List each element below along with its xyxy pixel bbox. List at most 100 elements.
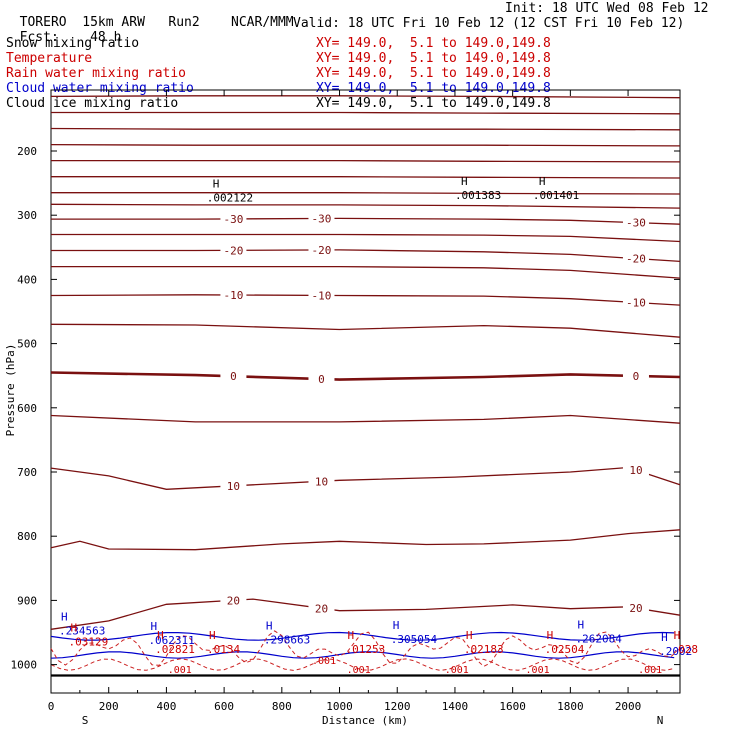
temperature-contour bbox=[50, 414, 681, 424]
cloud-water-max-label: .062311 bbox=[148, 634, 194, 647]
field-name-temperature: Temperature bbox=[6, 51, 93, 66]
forecast-line: Fcst: 48 h bbox=[4, 17, 122, 45]
temperature-contour bbox=[50, 371, 681, 381]
rain-max-marker: H bbox=[71, 621, 78, 634]
cloud-water-max-marker: H bbox=[61, 611, 68, 624]
cloud-water-max-marker: H bbox=[577, 618, 584, 631]
y-tick-label: 200 bbox=[17, 145, 37, 158]
contour-label: 10 bbox=[315, 475, 328, 488]
contour-label: 0 bbox=[318, 373, 325, 386]
x-tick-label: 400 bbox=[156, 700, 176, 713]
temperature-contour bbox=[51, 233, 681, 243]
y-tick-label: 1000 bbox=[11, 659, 38, 672]
cloud-water-max-marker: H bbox=[393, 619, 400, 632]
x-tick-label: 1000 bbox=[326, 700, 353, 713]
temperature-contour bbox=[50, 143, 681, 147]
x-tick-label: 1800 bbox=[557, 700, 584, 713]
rain-max-label: .02183 bbox=[464, 643, 504, 656]
temperature-contour bbox=[50, 95, 681, 99]
field-xy-cloud-ice: XY= 149.0, 5.1 to 149.0,149.8 bbox=[316, 96, 551, 111]
cloud-water-max-label: .2002 bbox=[659, 645, 692, 658]
contour-label: -30 bbox=[223, 213, 243, 226]
snow-max-label: .001383 bbox=[455, 189, 501, 202]
contour-label: -20 bbox=[223, 244, 243, 257]
rain-max-marker: H bbox=[466, 629, 473, 642]
rain-max-label: .02504 bbox=[545, 643, 585, 656]
snow-max-marker: H bbox=[213, 177, 220, 190]
contour-label: 10 bbox=[629, 464, 642, 477]
field-xy-rain: XY= 149.0, 5.1 to 149.0,149.8 bbox=[316, 66, 551, 81]
contour-label-bg bbox=[308, 601, 335, 615]
contour-label: 20 bbox=[227, 594, 240, 607]
contour-label-bg bbox=[308, 288, 335, 302]
valid-time: Valid: 18 UTC Fri 10 Feb 12 (12 CST Fri … bbox=[293, 16, 685, 31]
rain-max-marker: H bbox=[157, 629, 164, 642]
contour-label: -10 bbox=[312, 289, 332, 302]
model-name: TORERO bbox=[19, 15, 67, 30]
snow-max-marker: H bbox=[461, 175, 468, 188]
temperature-contour bbox=[50, 323, 681, 338]
x-tick-label: 2000 bbox=[615, 700, 642, 713]
temperature-contour bbox=[50, 294, 681, 306]
cloud-water-max-label: .234563 bbox=[59, 625, 105, 638]
rain-small-label: .001 bbox=[526, 665, 550, 676]
temperature-contour bbox=[51, 265, 681, 279]
temperature-contour bbox=[51, 176, 681, 179]
contour-label: 20 bbox=[315, 602, 328, 615]
field-name-cloud-water: Cloud water mixing ratio bbox=[6, 81, 194, 96]
field-xy-cloud-water: XY= 149.0, 5.1 to 149.0,149.8 bbox=[316, 81, 551, 96]
y-tick-label: 500 bbox=[17, 338, 37, 351]
contour-label-bg bbox=[220, 211, 247, 225]
cloud-water-max-marker: H bbox=[661, 631, 668, 644]
rain-small-label: .001 bbox=[347, 665, 371, 676]
contour-label: 0 bbox=[230, 370, 237, 383]
cloud-water-max-marker: H bbox=[150, 620, 157, 633]
grid-spacing: 15km ARW bbox=[82, 15, 145, 30]
rain-max-marker: H bbox=[674, 629, 681, 642]
cloud-water-max-marker: H bbox=[266, 620, 273, 633]
forecast-hours: 48 h bbox=[90, 30, 122, 45]
temperature-contour bbox=[51, 111, 681, 115]
x-tick-label: 0 bbox=[48, 700, 55, 713]
x-tick-label: 1200 bbox=[384, 700, 411, 713]
temperature-contour bbox=[50, 598, 681, 630]
plot-frame bbox=[50, 89, 681, 694]
cloud-water-contour bbox=[50, 651, 675, 659]
contour-label-bg bbox=[308, 474, 335, 488]
cloud-water-contour bbox=[50, 631, 675, 641]
contour-label-bg bbox=[622, 251, 649, 265]
y-tick-label: 800 bbox=[17, 530, 37, 543]
cloud-water-max-label: .298663 bbox=[264, 634, 310, 647]
contour-label-bg bbox=[220, 369, 247, 383]
field-xy-temperature: XY= 149.0, 5.1 to 149.0,149.8 bbox=[316, 51, 551, 66]
x-tick-label: 1400 bbox=[442, 700, 469, 713]
contour-label-bg bbox=[622, 295, 649, 309]
center-name: NCAR/MMM bbox=[231, 15, 294, 30]
temperature-contour bbox=[50, 127, 681, 131]
contour-label: -30 bbox=[312, 212, 332, 225]
contour-label-bg bbox=[622, 215, 649, 229]
cloud-water-max-label: .305054 bbox=[391, 633, 438, 646]
temperature-contour bbox=[51, 217, 681, 225]
temperature-contour bbox=[50, 466, 681, 490]
x-tick-label: 800 bbox=[272, 700, 292, 713]
run-name: Run2 bbox=[168, 15, 200, 30]
contour-label-bg bbox=[308, 371, 335, 385]
y-axis-title: Pressure (hPa) bbox=[4, 344, 17, 437]
snow-max-label: .001401 bbox=[533, 189, 579, 202]
rain-max-label: .01253 bbox=[346, 643, 386, 656]
snow-max-marker: H bbox=[539, 175, 546, 188]
rain-max-label: .028 bbox=[672, 643, 699, 656]
rain-max-label: .03129 bbox=[69, 635, 109, 648]
contour-label-bg bbox=[220, 287, 247, 301]
y-tick-label: 900 bbox=[17, 594, 37, 607]
header-line-1: TORERO 15km ARW Run2 NCAR/MMM bbox=[4, 2, 294, 30]
contour-label-bg bbox=[308, 211, 335, 225]
x-axis-title: Distance (km) bbox=[322, 714, 408, 727]
contour-label-bg bbox=[308, 242, 335, 256]
rain-max-marker: H bbox=[547, 629, 554, 642]
contour-label-bg bbox=[622, 601, 649, 615]
rain-max-marker: H bbox=[209, 629, 216, 642]
rain-small-label: .001 bbox=[312, 656, 336, 667]
